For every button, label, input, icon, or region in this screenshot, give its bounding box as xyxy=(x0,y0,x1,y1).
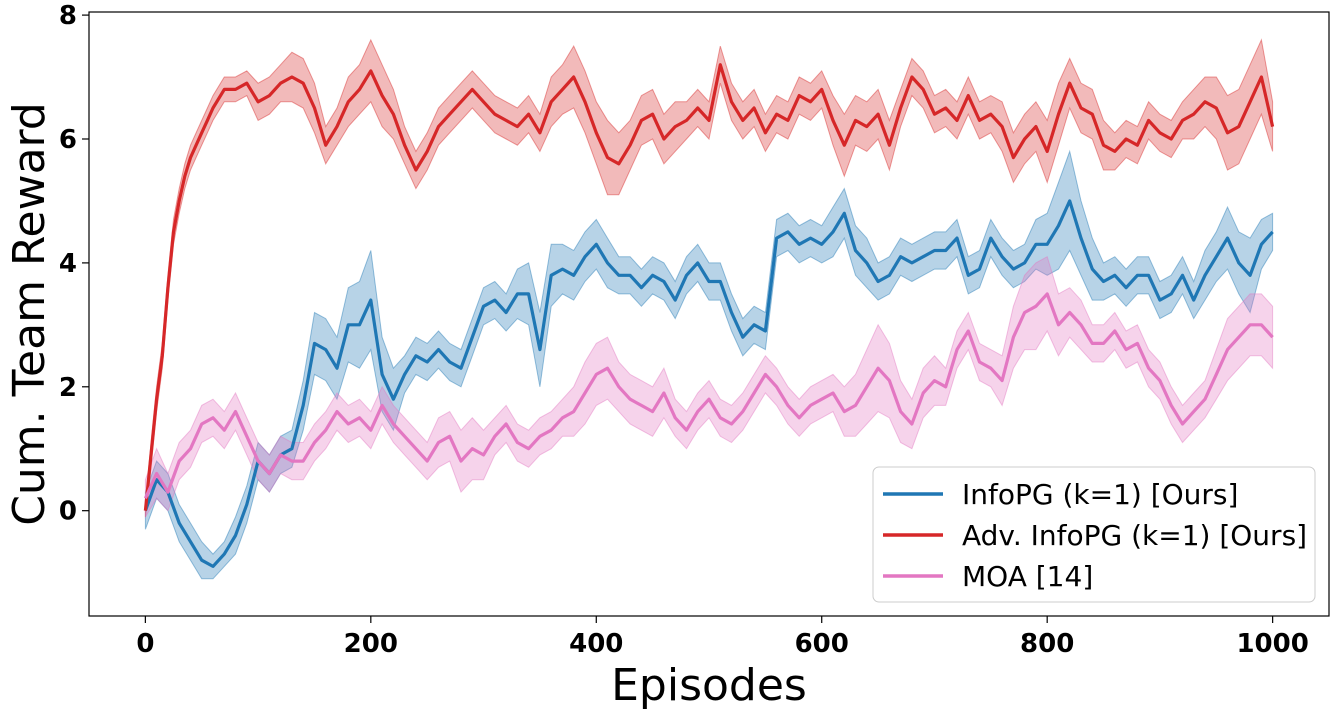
x-tick-label-5: 1000 xyxy=(1236,629,1308,659)
plot-lines xyxy=(143,63,1275,569)
y-tick-label-3: 6 xyxy=(59,125,77,155)
legend-box xyxy=(872,466,1316,603)
y-axis-label: Cum. Team Reward xyxy=(4,102,55,526)
legend-label-0: InfoPG (k=1) [Ours] xyxy=(962,478,1238,511)
series-band-2 xyxy=(144,255,1274,519)
x-tick-label-1: 200 xyxy=(344,629,398,659)
y-tick-label-0: 0 xyxy=(59,497,77,527)
x-tick-label-2: 400 xyxy=(569,629,623,659)
y-tick-label-2: 4 xyxy=(59,249,77,279)
x-tick-label-4: 800 xyxy=(1020,629,1074,659)
series-line-2 xyxy=(143,292,1274,499)
plot-bands xyxy=(144,38,1274,580)
x-axis: 0 200 400 600 800 1000 xyxy=(136,616,1309,659)
legend: InfoPG (k=1) [Ours] Adv. InfoPG (k=1) [Ou… xyxy=(872,466,1316,603)
legend-label-1: Adv. InfoPG (k=1) [Ours] xyxy=(962,519,1307,552)
legend-label-2: MOA [14] xyxy=(962,560,1093,593)
series-band-0 xyxy=(144,149,1274,580)
series-line-0 xyxy=(143,199,1274,569)
y-axis: 0 2 4 6 8 xyxy=(59,1,89,527)
y-tick-label-1: 2 xyxy=(59,373,77,403)
x-tick-label-0: 0 xyxy=(136,629,154,659)
x-tick-label-3: 600 xyxy=(795,629,849,659)
series-line-1 xyxy=(143,63,1275,511)
series-band-1 xyxy=(144,38,1274,517)
x-axis-label: Episodes xyxy=(611,660,807,711)
y-tick-label-4: 8 xyxy=(59,1,77,31)
plot-frame xyxy=(88,11,1330,617)
